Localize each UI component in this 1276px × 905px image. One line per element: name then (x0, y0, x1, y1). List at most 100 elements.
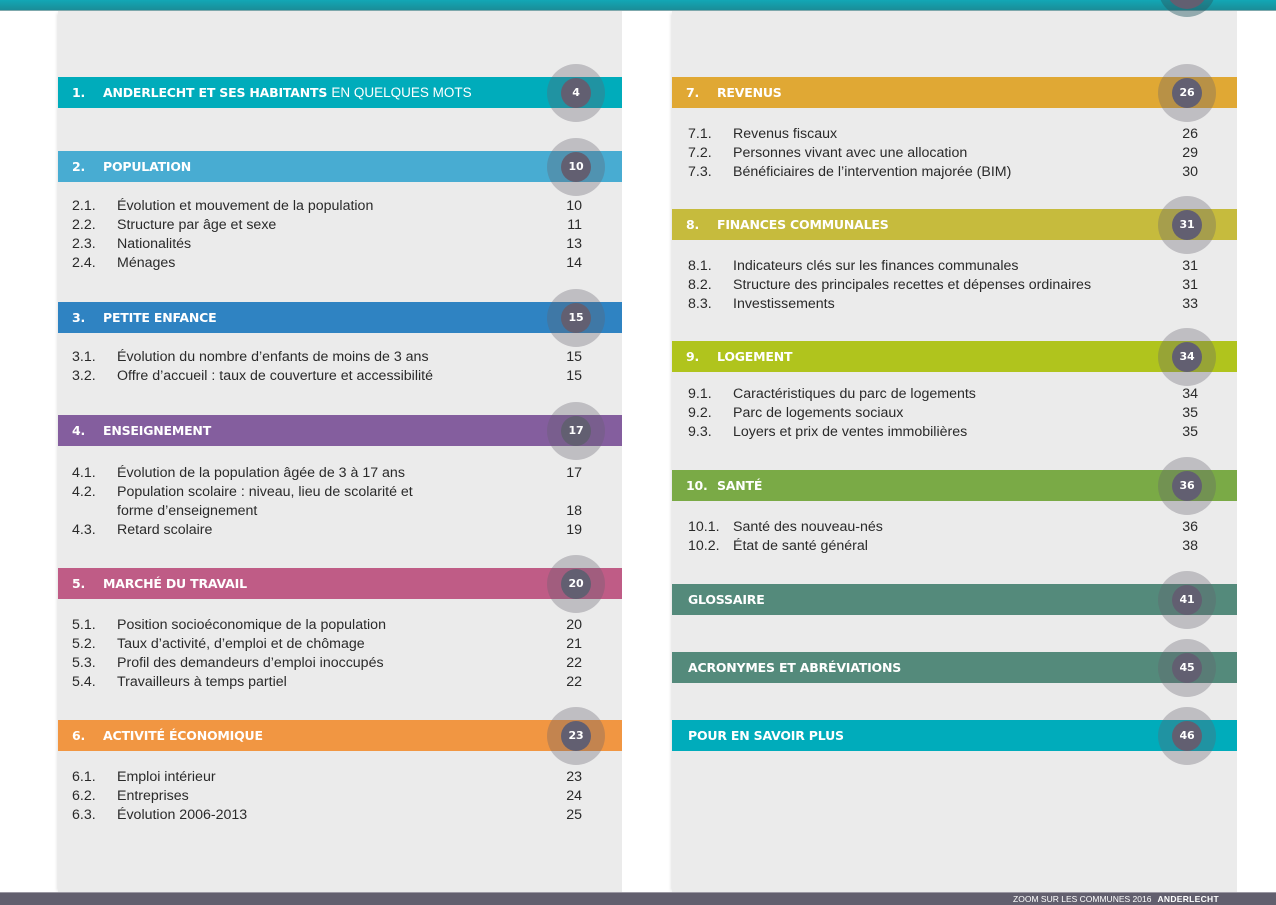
toc-entry[interactable]: 2.4. Ménages 14 (72, 254, 582, 273)
entry-number: 5.1. (72, 617, 96, 633)
section-header-1[interactable]: 1. ANDERLECHT ET SES HABITANTS EN QUELQU… (58, 64, 622, 122)
toc-entry[interactable]: 9.1. Caractéristiques du parc de logement… (688, 385, 1198, 404)
entry-number: 5.2. (72, 636, 96, 652)
section-title: GLOSSAIRE (688, 592, 765, 607)
page-badge-ring: 45 (1158, 639, 1216, 697)
section-2-items: 2.1. Évolution et mouvement de la populat… (72, 197, 582, 273)
section-header-pour-en-savoir-plus[interactable]: POUR EN SAVOIR PLUS 46 (672, 707, 1237, 765)
entry-page: 15 (566, 349, 582, 365)
section-header-3[interactable]: 3. PETITE ENFANCE 15 (58, 289, 622, 347)
entry-page: 21 (566, 636, 582, 652)
page-badge: 34 (1172, 342, 1202, 372)
toc-entry[interactable]: 8.3. Investissements 33 (688, 295, 1198, 314)
toc-entry[interactable]: 5.1. Position socioéconomique de la popul… (72, 616, 582, 635)
section-title: SANTÉ (717, 478, 763, 493)
section-header-6[interactable]: 6. ACTIVITÉ ÉCONOMIQUE 23 (58, 707, 622, 765)
entry-title: Parc de logements sociaux (733, 405, 904, 421)
toc-entry[interactable]: 6.3. Évolution 2006-2013 25 (72, 806, 582, 825)
toc-entry[interactable]: 9.2. Parc de logements sociaux 35 (688, 404, 1198, 423)
toc-entry[interactable]: 7.3. Bénéficiaires de l’intervention majo… (688, 163, 1198, 182)
entry-title: Bénéficiaires de l’intervention majorée … (733, 164, 1012, 180)
section-number: 8. (686, 217, 700, 232)
entry-number: 6.1. (72, 769, 96, 785)
toc-entry[interactable]: 5.3. Profil des demandeurs d’emploi inocc… (72, 654, 582, 673)
toc-entry[interactable]: 4.3. Retard scolaire 19 (72, 521, 582, 540)
entry-number: 9.1. (688, 386, 712, 402)
footer-bar: ZOOM SUR LES COMMUNES 2016 ANDERLECHT (0, 892, 1276, 905)
toc-entry[interactable]: 8.1. Indicateurs clés sur les finances co… (688, 257, 1198, 276)
page-badge-ring: 41 (1158, 571, 1216, 629)
toc-entry[interactable]: 2.3. Nationalités 13 (72, 235, 582, 254)
footer-publication: ZOOM SUR LES COMMUNES 2016 (1013, 894, 1152, 904)
entry-title: Évolution de la population âgée de 3 à 1… (117, 465, 405, 481)
toc-entry[interactable]: 8.2. Structure des principales recettes e… (688, 276, 1198, 295)
entry-number: 8.1. (688, 258, 712, 274)
section-header-9[interactable]: 9. LOGEMENT 34 (672, 328, 1237, 386)
section-header-7[interactable]: 7. REVENUS 26 (672, 64, 1237, 122)
section-header-glossaire[interactable]: GLOSSAIRE 41 (672, 571, 1237, 629)
section-10-items: 10.1. Santé des nouveau-nés 36 10.2. État d… (688, 518, 1198, 556)
toc-entry[interactable]: 4.1. Évolution de la population âgée de 3… (72, 464, 582, 483)
page-badge: 15 (561, 303, 591, 333)
section-header-acronymes[interactable]: ACRONYMES ET ABRÉVIATIONS 45 (672, 639, 1237, 697)
entry-number: 4.3. (72, 522, 96, 538)
entry-page: 10 (566, 198, 582, 214)
section-header-2[interactable]: 2. POPULATION 10 (58, 138, 622, 196)
toc-entry[interactable]: 2.1. Évolution et mouvement de la populat… (72, 197, 582, 216)
toc-entry[interactable]: 6.2. Entreprises 24 (72, 787, 582, 806)
entry-page: 17 (566, 465, 582, 481)
entry-number: 4.1. (72, 465, 96, 481)
entry-title: État de santé général (733, 538, 868, 554)
toc-entry[interactable]: 7.1. Revenus fiscaux 26 (688, 125, 1198, 144)
page-badge-ring: 31 (1158, 196, 1216, 254)
entry-page: 30 (1182, 164, 1198, 180)
page-badge: 36 (1172, 471, 1202, 501)
toc-entry[interactable]: 3.2. Offre d’accueil : taux de couverture… (72, 367, 582, 386)
entry-page: 38 (1182, 538, 1198, 554)
toc-entry[interactable]: 10.2. État de santé général 38 (688, 537, 1198, 556)
toc-entry[interactable]: 3.1. Évolution du nombre d’enfants de moi… (72, 348, 582, 367)
page-badge: 31 (1172, 210, 1202, 240)
entry-number: 7.2. (688, 145, 712, 161)
entry-title: Santé des nouveau-nés (733, 519, 883, 535)
entry-title: Indicateurs clés sur les finances commun… (733, 258, 1019, 274)
section-number: 5. (72, 576, 86, 591)
entry-number: 4.2. (72, 484, 96, 500)
entry-page: 22 (566, 674, 582, 690)
entry-number: 9.3. (688, 424, 712, 440)
section-title: REVENUS (717, 85, 782, 100)
section-number: 6. (72, 728, 86, 743)
toc-entry[interactable]: 9.3. Loyers et prix de ventes immobilière… (688, 423, 1198, 442)
page-badge: 10 (561, 152, 591, 182)
toc-entry[interactable]: 6.1. Emploi intérieur 23 (72, 768, 582, 787)
toc-entry[interactable]: 4.2. Population scolaire : niveau, lieu d… (72, 483, 582, 521)
entry-page: 22 (566, 655, 582, 671)
top-color-band (0, 0, 1276, 11)
toc-entry[interactable]: 5.2. Taux d’activité, d’emploi et de chôm… (72, 635, 582, 654)
toc-entry[interactable]: 5.4. Travailleurs à temps partiel 22 (72, 673, 582, 692)
entry-number: 5.3. (72, 655, 96, 671)
toc-entry[interactable]: 2.2. Structure par âge et sexe 11 (72, 216, 582, 235)
toc-entry[interactable]: 7.2. Personnes vivant avec une allocation… (688, 144, 1198, 163)
entry-page: 26 (1182, 126, 1198, 142)
entry-title: Retard scolaire (117, 522, 213, 538)
entry-title: Revenus fiscaux (733, 126, 838, 142)
section-title: POPULATION (103, 159, 192, 174)
entry-title: Offre d’accueil : taux de couverture et … (117, 368, 433, 384)
page-badge: 46 (1172, 721, 1202, 751)
page-badge-ring: 20 (547, 555, 605, 613)
entry-page: 15 (566, 368, 582, 384)
section-header-4[interactable]: 4. ENSEIGNEMENT 17 (58, 402, 622, 460)
section-header-8[interactable]: 8. FINANCES COMMUNALES 31 (672, 196, 1237, 254)
section-title: ANDERLECHT ET SES HABITANTS EN QUELQUES … (103, 85, 472, 100)
section-header-5[interactable]: 5. MARCHÉ DU TRAVAIL 20 (58, 555, 622, 613)
section-header-10[interactable]: 10. SANTÉ 36 (672, 457, 1237, 515)
page-badge-ring: 23 (547, 707, 605, 765)
entry-page: 34 (1182, 386, 1198, 402)
entry-page: 18 (566, 503, 582, 519)
footer-commune: ANDERLECHT (1157, 894, 1219, 904)
entry-title: Entreprises (117, 788, 189, 804)
entry-page: 13 (566, 236, 582, 252)
toc-entry[interactable]: 10.1. Santé des nouveau-nés 36 (688, 518, 1198, 537)
entry-page: 25 (566, 807, 582, 823)
